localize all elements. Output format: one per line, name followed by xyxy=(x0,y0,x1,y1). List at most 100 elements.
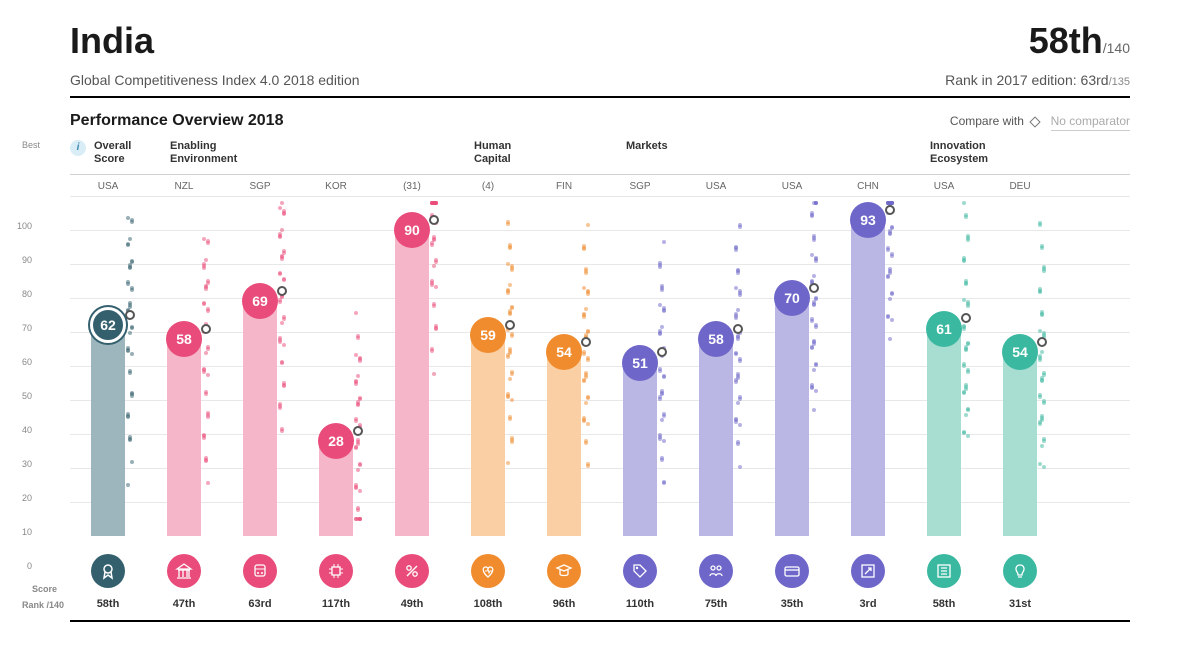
percent-icon[interactable] xyxy=(395,554,429,588)
comparator-marker xyxy=(581,337,591,347)
y-tick: 100 xyxy=(17,221,32,231)
y-tick: 40 xyxy=(22,425,32,435)
transport-icon[interactable] xyxy=(243,554,277,588)
pillar-icon-cell xyxy=(982,554,1058,588)
rank-label: 58th xyxy=(70,598,146,610)
bar xyxy=(91,325,125,536)
y-tick: 70 xyxy=(22,323,32,333)
y-tick: 90 xyxy=(22,255,32,265)
pillar-icon-cell xyxy=(678,554,754,588)
pillar-market-size[interactable]: 93 xyxy=(830,196,906,536)
expand-icon[interactable] xyxy=(851,554,885,588)
bar xyxy=(547,352,581,536)
rank-block: 58th/140 xyxy=(1029,20,1130,62)
comparator-marker xyxy=(1037,337,1047,347)
card-icon[interactable] xyxy=(775,554,809,588)
comparator-marker xyxy=(885,205,895,215)
best-axis-label: Best xyxy=(22,140,40,150)
pillar-icon-cell xyxy=(70,554,146,588)
heart-icon[interactable] xyxy=(471,554,505,588)
pillar-financial[interactable]: 70 xyxy=(754,196,830,536)
best-label: NZL xyxy=(146,181,222,192)
y-tick: 0 xyxy=(27,561,32,571)
pillar-overall[interactable]: 62 xyxy=(70,196,146,536)
pillar-ict[interactable]: 28 xyxy=(298,196,374,536)
comparator-marker xyxy=(201,324,211,334)
bar xyxy=(395,230,429,536)
group-label: EnablingEnvironment xyxy=(166,140,470,168)
rank-labels-row: Rank /140 58th47th63rd117th49th108th96th… xyxy=(70,598,1130,610)
group-label: InnovationEcosystem xyxy=(926,140,1078,168)
pillar-icon-cell xyxy=(526,554,602,588)
best-label: FIN xyxy=(526,181,602,192)
pillar-infrastructure[interactable]: 69 xyxy=(222,196,298,536)
pillar-icon-cell xyxy=(298,554,374,588)
pillar-icon-cell xyxy=(146,554,222,588)
pillar-business[interactable]: 61 xyxy=(906,196,982,536)
best-labels-row: Best USANZLSGPKOR(31)(4)FINSGPUSAUSACHNU… xyxy=(70,174,1130,192)
institution-icon[interactable] xyxy=(167,554,201,588)
group-labels: i OverallScoreEnablingEnvironmentHumanCa… xyxy=(70,140,1130,168)
prev-rank-total: /135 xyxy=(1109,76,1130,88)
prev-rank-label: Rank in 2017 edition: xyxy=(945,72,1080,88)
compare-selector[interactable]: Compare with No comparator xyxy=(950,114,1130,128)
group-label: HumanCapital xyxy=(470,140,622,168)
bulb-icon[interactable] xyxy=(1003,554,1037,588)
best-label: USA xyxy=(754,181,830,192)
rank-label: 3rd xyxy=(830,598,906,610)
y-tick: 60 xyxy=(22,357,32,367)
pillar-product[interactable]: 51 xyxy=(602,196,678,536)
y-tick: 30 xyxy=(22,459,32,469)
rank-label: 35th xyxy=(754,598,830,610)
pillar-labour[interactable]: 58 xyxy=(678,196,754,536)
pillar-icon-cell xyxy=(906,554,982,588)
list-icon[interactable] xyxy=(927,554,961,588)
index-subtitle: Global Competitiveness Index 4.0 2018 ed… xyxy=(70,72,360,88)
chip-icon[interactable] xyxy=(319,554,353,588)
value-bubble: 28 xyxy=(318,423,354,459)
comparator-marker xyxy=(125,310,135,320)
rank-label: 96th xyxy=(526,598,602,610)
value-bubble: 58 xyxy=(166,321,202,357)
pillar-innovation[interactable]: 54 xyxy=(982,196,1058,536)
y-tick: 50 xyxy=(22,391,32,401)
best-label: SGP xyxy=(222,181,298,192)
info-icon[interactable]: i xyxy=(70,140,86,156)
pillar-skills[interactable]: 54 xyxy=(526,196,602,536)
tag-icon[interactable] xyxy=(623,554,657,588)
value-bubble: 54 xyxy=(1002,334,1038,370)
distribution-dots xyxy=(961,196,971,536)
pillar-institutions[interactable]: 58 xyxy=(146,196,222,536)
bar xyxy=(851,220,885,536)
pillar-macro[interactable]: 90 xyxy=(374,196,450,536)
rank-label: 31st xyxy=(982,598,1058,610)
graduate-icon[interactable] xyxy=(547,554,581,588)
award-icon[interactable] xyxy=(91,554,125,588)
plot-area: Score 0102030405060708090100 62586928905… xyxy=(70,196,1130,536)
value-bubble: 58 xyxy=(698,321,734,357)
distribution-dots xyxy=(353,196,363,536)
distribution-dots xyxy=(657,196,667,536)
best-label: (4) xyxy=(450,181,526,192)
best-label: DEU xyxy=(982,181,1058,192)
value-bubble: 69 xyxy=(242,283,278,319)
score-axis-label: Score xyxy=(32,584,57,594)
value-bubble: 93 xyxy=(850,202,886,238)
value-bubble: 70 xyxy=(774,280,810,316)
comparator-marker xyxy=(429,215,439,225)
distribution-dots xyxy=(1037,196,1047,536)
pillar-icon-cell xyxy=(830,554,906,588)
bar xyxy=(623,363,657,536)
distribution-dots xyxy=(201,196,211,536)
people-icon[interactable] xyxy=(699,554,733,588)
y-tick: 20 xyxy=(22,493,32,503)
rank-label: 110th xyxy=(602,598,678,610)
y-tick: 10 xyxy=(22,527,32,537)
y-tick: 80 xyxy=(22,289,32,299)
prev-rank-value: 63rd xyxy=(1081,72,1109,88)
pillar-health[interactable]: 59 xyxy=(450,196,526,536)
rank-label: 47th xyxy=(146,598,222,610)
distribution-dots xyxy=(885,196,895,536)
comparator-marker xyxy=(809,283,819,293)
distribution-dots xyxy=(277,196,287,536)
